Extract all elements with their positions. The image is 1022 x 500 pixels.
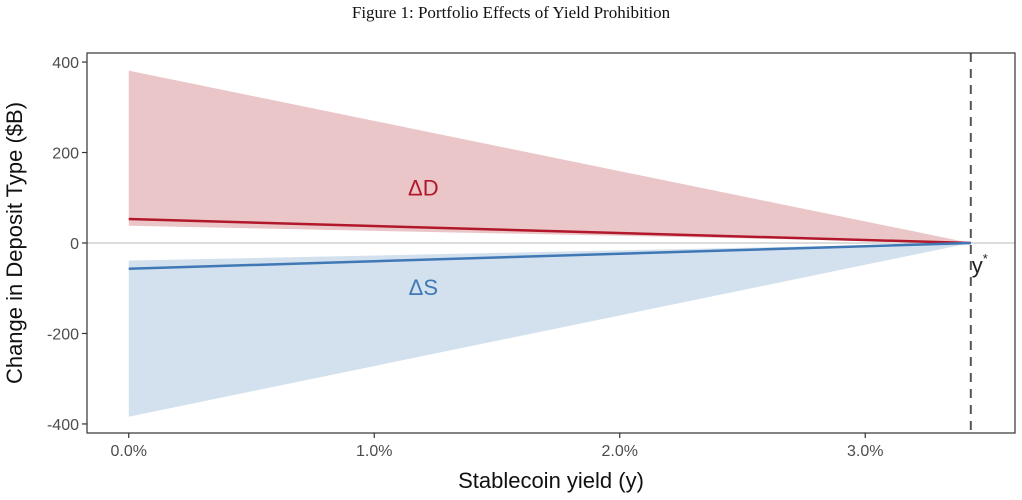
y-star-label: y* bbox=[972, 251, 988, 278]
y-axis-label: Change in Deposit Type ($B) bbox=[2, 102, 27, 384]
series-annotation: ΔD bbox=[408, 176, 439, 201]
y-tick-label: -200 bbox=[47, 326, 79, 343]
stablecoins-line bbox=[128, 241, 971, 271]
x-tick-label: 3.0% bbox=[847, 443, 883, 460]
x-axis-label: Stablecoin yield (y) bbox=[458, 468, 644, 493]
deposits-line bbox=[128, 217, 971, 245]
deposits-band bbox=[128, 70, 971, 244]
y-tick-label: 400 bbox=[52, 55, 79, 72]
x-tick-label: 2.0% bbox=[602, 443, 638, 460]
stablecoins-band bbox=[128, 243, 971, 417]
y-tick-label: 0 bbox=[70, 236, 79, 253]
y-tick-label: -400 bbox=[47, 417, 79, 434]
chart-title: Figure 1: Portfolio Effects of Yield Pro… bbox=[352, 3, 671, 22]
series-annotation: ΔS bbox=[409, 275, 438, 300]
x-tick-label: 1.0% bbox=[356, 443, 392, 460]
x-tick-label: 0.0% bbox=[111, 443, 147, 460]
y-tick-label: 200 bbox=[52, 146, 79, 163]
